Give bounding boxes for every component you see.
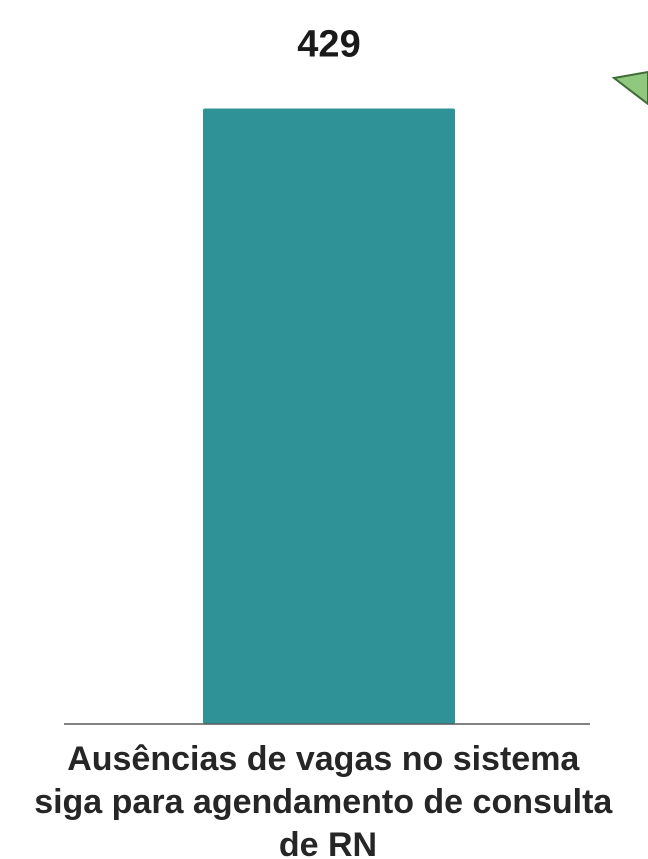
data-label-1: 429: [297, 23, 360, 65]
category-label-line-2: siga para agendamento de consulta: [34, 783, 613, 821]
category-label-line-3: de RN: [279, 826, 377, 859]
category-label: Ausências de vagas no sistema siga para …: [34, 740, 622, 859]
category-label-line-1: Ausências de vagas no sistema: [67, 740, 580, 778]
bar-1: [203, 108, 455, 724]
data-labels-group: 429: [297, 23, 360, 65]
bars-group: [203, 108, 455, 724]
decorative-triangle-shape: [611, 70, 648, 106]
